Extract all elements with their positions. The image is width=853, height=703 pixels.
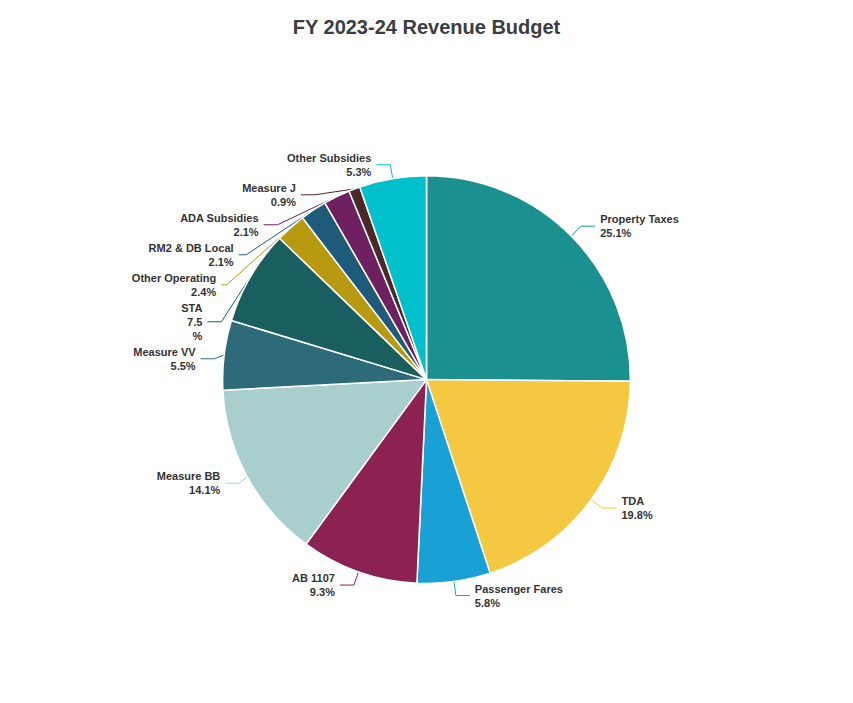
svg-text:Measure J: Measure J — [242, 182, 296, 194]
svg-text:RM2 & DB Local: RM2 & DB Local — [149, 242, 234, 254]
svg-text:AB 1107: AB 1107 — [292, 572, 335, 584]
svg-text:TDA: TDA — [621, 495, 644, 507]
svg-text:2.4%: 2.4% — [191, 286, 216, 298]
svg-text:25.1%: 25.1% — [600, 227, 631, 239]
svg-text:7.5: 7.5 — [187, 316, 202, 328]
svg-text:FY 2023-24 Revenue Budget: FY 2023-24 Revenue Budget — [293, 16, 561, 38]
svg-text:19.8%: 19.8% — [621, 509, 652, 521]
svg-text:Other Subsidies: Other Subsidies — [287, 152, 371, 164]
svg-text:5.5%: 5.5% — [171, 360, 196, 372]
svg-text:%: % — [193, 330, 203, 342]
svg-text:0.9%: 0.9% — [271, 196, 296, 208]
svg-text:Measure VV: Measure VV — [133, 346, 196, 358]
svg-text:Measure BB: Measure BB — [157, 470, 221, 482]
svg-text:5.8%: 5.8% — [475, 597, 500, 609]
svg-text:STA: STA — [181, 302, 202, 314]
svg-text:Property Taxes: Property Taxes — [600, 213, 679, 225]
svg-text:14.1%: 14.1% — [189, 484, 220, 496]
svg-text:Other Operating: Other Operating — [132, 272, 216, 284]
svg-text:5.3%: 5.3% — [346, 166, 371, 178]
svg-text:2.1%: 2.1% — [209, 256, 234, 268]
svg-text:2.1%: 2.1% — [234, 226, 259, 238]
svg-text:9.3%: 9.3% — [310, 586, 335, 598]
svg-text:ADA Subsidies: ADA Subsidies — [180, 212, 258, 224]
svg-text:Passenger Fares: Passenger Fares — [475, 583, 563, 595]
